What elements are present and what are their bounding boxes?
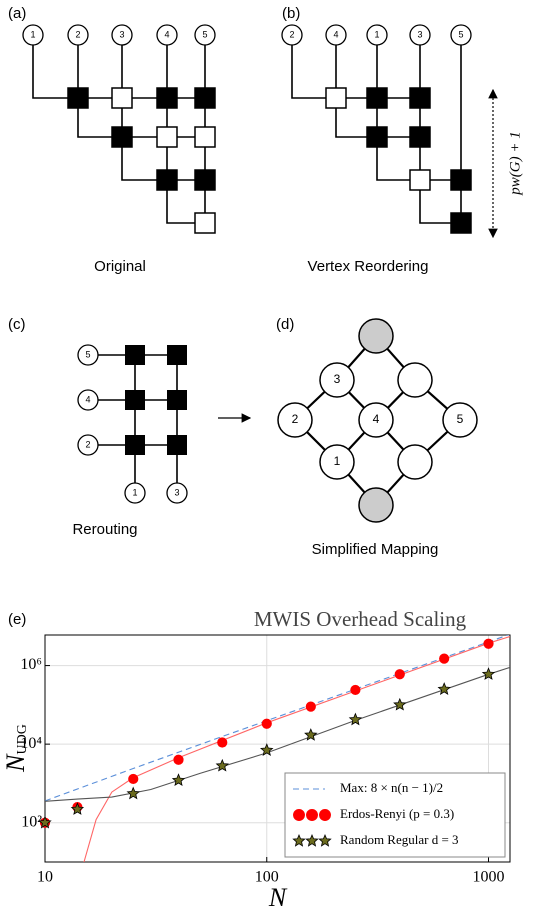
node-label: 2	[85, 439, 90, 449]
node-label: 5	[457, 412, 464, 426]
y-axis-label-sub: UDG	[15, 724, 30, 754]
legend-label: Erdos-Renyi (p = 0.3)	[340, 806, 454, 821]
node-label: 1	[30, 29, 35, 39]
marker-star	[292, 833, 306, 847]
marker-circle	[319, 809, 331, 821]
y-tick-label: 10⁶	[20, 656, 42, 673]
wires	[32, 35, 206, 224]
marker-star	[305, 833, 319, 847]
node-label: 3	[174, 487, 179, 497]
x-axis-label: N	[268, 883, 288, 912]
marker-circle	[483, 638, 494, 649]
marker-circle	[350, 684, 361, 696]
marker-star	[126, 786, 140, 800]
annotation: pw(G) + 1	[507, 131, 523, 195]
node-label: 4	[164, 29, 169, 39]
caption: Rerouting	[72, 521, 137, 538]
legend-label: Max: 8 × n(n − 1)/2	[340, 780, 443, 795]
node-label: 2	[289, 29, 294, 39]
node-label: 3	[334, 372, 341, 386]
legend-label: Random Regular d = 3	[340, 832, 459, 847]
node-label: 2	[75, 29, 80, 39]
node-label: 2	[292, 412, 299, 426]
marker-star	[318, 833, 332, 847]
marker-star	[215, 758, 230, 772]
wires	[88, 354, 178, 493]
x-tick-label: 10	[37, 869, 53, 886]
caption: Simplified Mapping	[312, 541, 439, 558]
marker-circle	[439, 653, 450, 664]
marker-circle	[293, 809, 305, 821]
node-label: 5	[202, 29, 207, 39]
panel-b: (b) 2 4 1 3 5 pw(G) + 1 Vertex Reorderin…	[281, 5, 523, 275]
marker-circle	[306, 809, 318, 821]
x-tick-label: 1000	[473, 869, 505, 886]
marker-star	[393, 697, 407, 711]
marker-circle	[128, 773, 139, 785]
caption: Vertex Reordering	[308, 258, 429, 275]
marker-star	[481, 667, 496, 680]
chart: MWIS Overhead Scaling 10 100 1000 10² 10⁴ 10⁶ N…	[1, 607, 511, 912]
node-label: 4	[333, 29, 338, 39]
y-tick-label: 10²	[21, 813, 42, 830]
y-axis-label: NUDG	[1, 724, 30, 773]
x-tick-label: 100	[255, 869, 279, 886]
marker-star	[437, 682, 451, 695]
panel-label: (a)	[8, 5, 26, 22]
marker-circle	[217, 737, 228, 748]
panel-a: (a) 1 2 3 4 5 Original	[8, 5, 216, 275]
node-label: 1	[132, 487, 137, 497]
marker-star	[348, 712, 363, 726]
panel-label: (d)	[276, 316, 294, 333]
node-label: 4	[85, 394, 90, 404]
marker-star	[260, 743, 274, 756]
squares	[125, 345, 187, 455]
node-label: 3	[417, 29, 422, 39]
node-label: 3	[119, 29, 124, 39]
plot-frame	[44, 634, 511, 863]
marker-star	[171, 773, 186, 787]
marker-star	[70, 802, 85, 815]
y-axis-label-main: N	[1, 753, 30, 773]
marker-circle	[261, 718, 272, 729]
marker-star	[38, 815, 52, 829]
fit-line	[83, 635, 510, 862]
caption: Original	[94, 258, 146, 275]
squares	[325, 87, 472, 234]
squares	[67, 87, 216, 234]
marker-circle	[173, 754, 184, 765]
panel-d: (d) 3 2 4 5 1 Simplified Mapping	[276, 316, 478, 558]
panel-label: (c)	[8, 316, 26, 333]
panel-c: (c) 5 4 2 1 3 Rerouting	[8, 316, 252, 538]
wires	[291, 35, 462, 224]
node-label: 5	[85, 349, 90, 359]
panel-label: (e)	[8, 611, 26, 628]
y-tick-label: 10⁴	[20, 735, 42, 752]
chart-title: MWIS Overhead Scaling	[254, 607, 467, 631]
marker-circle	[394, 669, 405, 680]
marker-star	[304, 728, 318, 741]
node-label: 1	[374, 29, 379, 39]
node-label: 4	[373, 412, 380, 426]
node-label: 1	[334, 454, 341, 468]
marker-circle	[305, 701, 316, 712]
node-label: 5	[458, 29, 463, 39]
panel-label: (b)	[282, 5, 300, 22]
